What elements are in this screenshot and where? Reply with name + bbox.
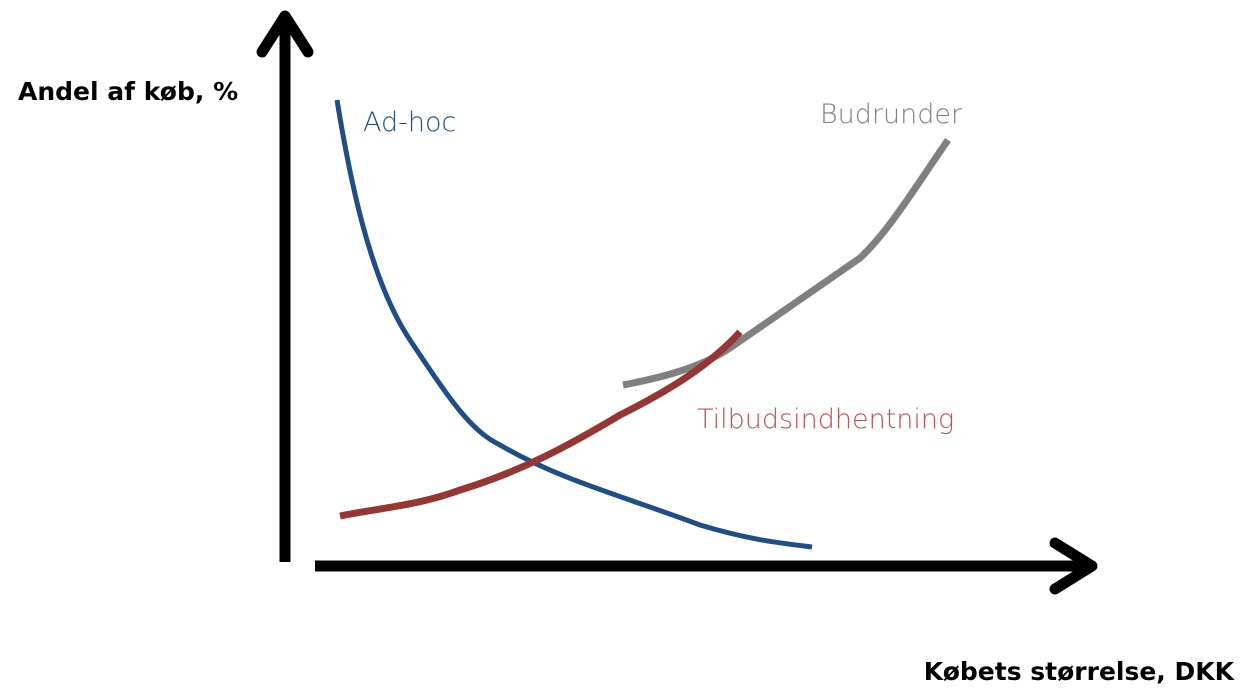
- budrunder-curve: [622, 137, 951, 389]
- ad-hoc-curve: [334, 99, 813, 550]
- curve-label: Tilbudsindhentning: [697, 404, 954, 435]
- curve-label: Budrunder: [820, 99, 963, 130]
- curve-label: Ad-hoc: [363, 107, 456, 138]
- y-axis-arrow: [256, 10, 314, 58]
- tilbud-curve: [339, 329, 743, 520]
- x-axis-arrow: [1049, 537, 1098, 595]
- x-axis-label: Købets størrelse, DKK: [924, 657, 1236, 686]
- y-axis-label: Andel af køb, %: [18, 77, 238, 106]
